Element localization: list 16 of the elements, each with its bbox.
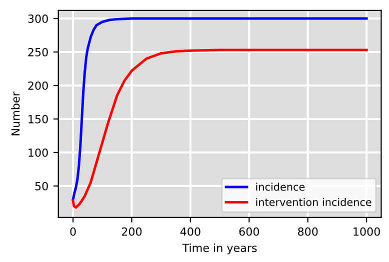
- x-tick-label: 0: [70, 227, 76, 236]
- y-axis-title: Number: [11, 92, 20, 136]
- x-tick-label: 200: [122, 227, 142, 236]
- x-tick-label: 400: [180, 227, 200, 236]
- x-tick-label: 1000: [354, 227, 380, 236]
- x-tick-label: 800: [298, 227, 318, 236]
- y-tick-label: 100: [28, 148, 48, 157]
- y-tick-label: 50: [35, 182, 48, 190]
- y-tick-label: 300: [28, 14, 48, 23]
- y-tick-label: 150: [28, 114, 48, 124]
- x-tick-label: 600: [239, 227, 260, 236]
- y-tick-label: 250: [28, 48, 48, 56]
- x-axis-title: Time in years: [182, 243, 257, 254]
- legend-label: incidence: [256, 182, 305, 191]
- y-tick-label: 200: [28, 81, 48, 90]
- legend-label: intervention incidence: [256, 198, 372, 206]
